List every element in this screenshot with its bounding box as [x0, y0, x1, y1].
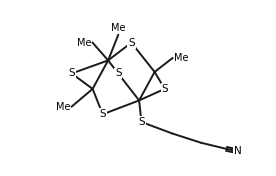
Text: Me: Me — [111, 23, 126, 33]
Text: Me: Me — [76, 38, 91, 48]
Text: S: S — [138, 117, 145, 127]
Text: S: S — [128, 38, 135, 48]
Text: S: S — [115, 68, 121, 78]
Text: N: N — [234, 146, 242, 156]
Text: S: S — [68, 68, 75, 78]
Text: S: S — [161, 84, 168, 94]
Text: Me: Me — [56, 102, 70, 112]
Text: Me: Me — [174, 53, 189, 63]
Text: S: S — [99, 109, 106, 119]
